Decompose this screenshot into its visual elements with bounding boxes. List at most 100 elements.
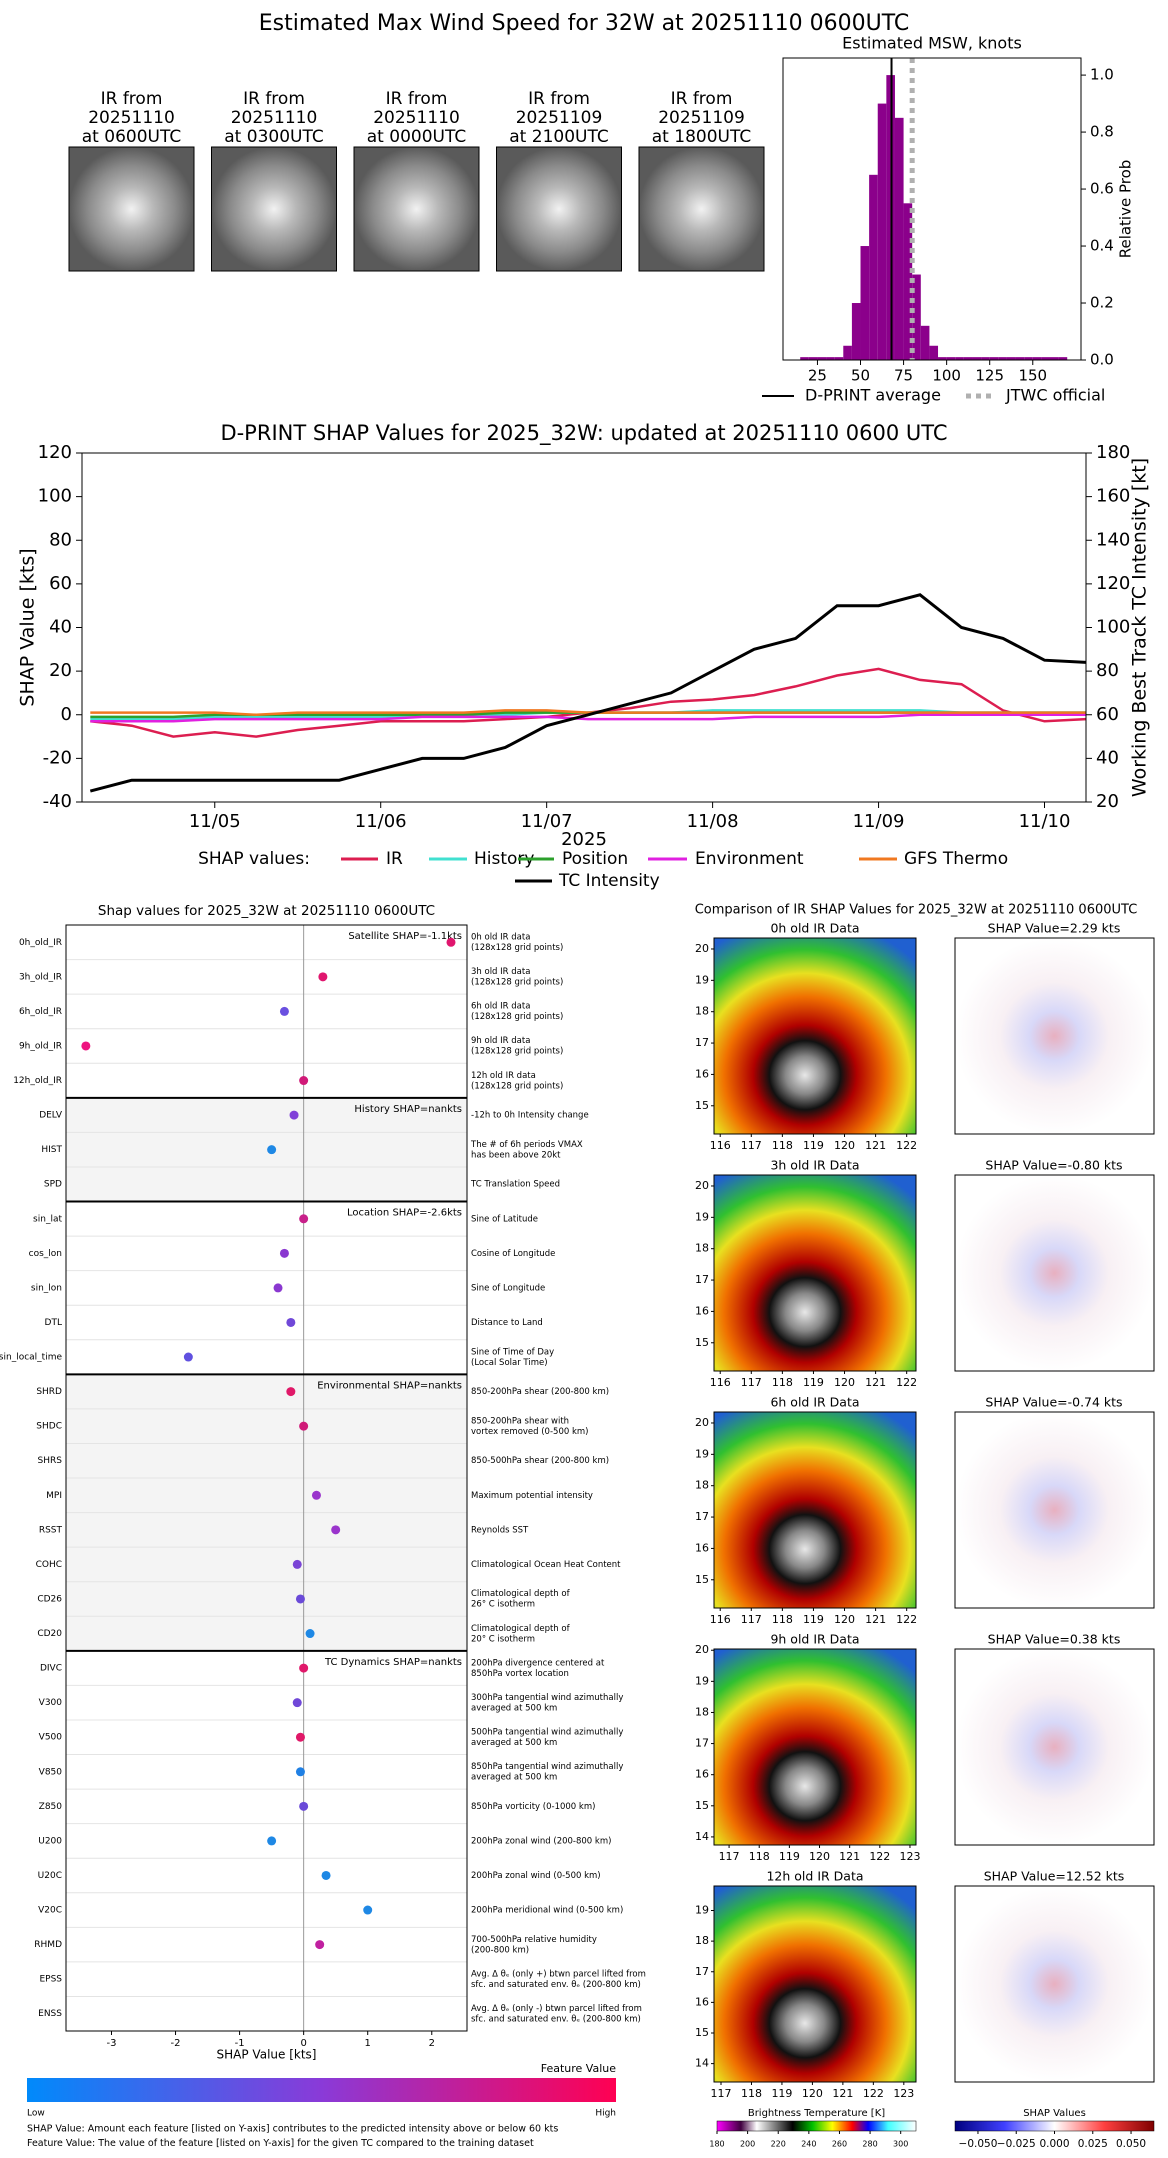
bar bbox=[946, 357, 956, 360]
group-band bbox=[66, 925, 467, 1098]
feature-description: 850hPa tangential wind azimuthally bbox=[471, 1762, 623, 1772]
shap-dot bbox=[81, 1041, 91, 1051]
bar bbox=[877, 103, 887, 361]
shap-dot bbox=[446, 937, 456, 947]
bar bbox=[998, 357, 1007, 360]
feature-label: SHDC bbox=[36, 1422, 62, 1432]
feature-label: 9h_old_IR bbox=[19, 1041, 62, 1051]
x-tick-label: 122 bbox=[869, 1850, 890, 1863]
colorbar bbox=[716, 2120, 917, 2132]
feature-label: SPD bbox=[44, 1180, 62, 1190]
x-tick-label: 119 bbox=[779, 1850, 800, 1863]
colorbar bbox=[27, 2078, 616, 2102]
colorbar-tick-label: −0.025 bbox=[997, 2138, 1036, 2150]
x-tick-label: 119 bbox=[771, 2087, 792, 2100]
y-tick-label: 60 bbox=[49, 573, 72, 594]
x-tick-label: 122 bbox=[896, 1613, 917, 1626]
ir-image bbox=[713, 1411, 917, 1609]
y-tick-label: 17 bbox=[695, 1510, 709, 1523]
bar bbox=[1049, 357, 1059, 360]
feature-description: 850hPa vorticity (0-1000 km) bbox=[471, 1802, 595, 1812]
group-band bbox=[66, 1201, 467, 1375]
shap-image bbox=[954, 1885, 1155, 2083]
footnote: Feature Value: The value of the feature … bbox=[27, 2138, 534, 2149]
shap-dot bbox=[289, 1110, 299, 1120]
x-tick-label: 118 bbox=[772, 1139, 793, 1152]
feature-description: sfc. and saturated env. θₑ (200-800 km) bbox=[471, 1980, 641, 1990]
y-tick-label: 17 bbox=[695, 1737, 709, 1750]
colorbar-title: Feature Value bbox=[541, 2062, 617, 2075]
feature-label: Z850 bbox=[39, 1802, 63, 1812]
thumbnail-caption: 20251109 bbox=[658, 108, 745, 128]
feature-label: sin_local_time bbox=[0, 1353, 62, 1363]
x-tick-label: 75 bbox=[894, 367, 913, 385]
group-label: History SHAP=nankts bbox=[354, 1104, 462, 1115]
colorbar-label: SHAP Values bbox=[1023, 2108, 1086, 2119]
shap-panel-title: SHAP Value=12.52 kts bbox=[984, 1869, 1125, 1884]
x-tick-label: 119 bbox=[803, 1613, 824, 1626]
feature-label: DTL bbox=[45, 1318, 62, 1328]
shap-dot bbox=[267, 1836, 277, 1846]
bar bbox=[929, 345, 939, 360]
y-tick-label: 15 bbox=[695, 2026, 709, 2039]
ir-image bbox=[713, 937, 917, 1135]
bar bbox=[843, 345, 852, 360]
x-tick-label: 100 bbox=[932, 367, 961, 385]
y-tick-label: 19 bbox=[695, 1210, 709, 1223]
feature-description: vortex removed (0-500 km) bbox=[471, 1427, 588, 1437]
x-tick-label: 121 bbox=[865, 1613, 886, 1626]
x-tick-label: 11/09 bbox=[853, 811, 905, 832]
chart-title: D-PRINT SHAP Values for 2025_32W: update… bbox=[220, 421, 947, 446]
y-tick-label: 15 bbox=[695, 1799, 709, 1812]
feature-label: U200 bbox=[38, 1836, 62, 1846]
shap-dot bbox=[299, 1801, 309, 1811]
feature-description: -12h to 0h Intensity change bbox=[471, 1111, 589, 1121]
x-tick-label: 119 bbox=[803, 1139, 824, 1152]
feature-label: 12h_old_IR bbox=[13, 1076, 62, 1086]
x-tick-label: 120 bbox=[834, 1613, 855, 1626]
legend-label: GFS Thermo bbox=[904, 849, 1008, 869]
shap-image bbox=[954, 1648, 1155, 1846]
feature-description: 12h old IR data bbox=[471, 1071, 536, 1081]
feature-label: MPI bbox=[46, 1491, 62, 1501]
feature-description: Reynolds SST bbox=[471, 1525, 529, 1535]
shap-dot bbox=[305, 1629, 315, 1639]
y-tick-label: 20 bbox=[695, 1643, 709, 1656]
ir-thumbnail bbox=[496, 146, 622, 272]
plot-frame bbox=[81, 452, 1087, 803]
thumbnail-caption: at 0600UTC bbox=[82, 127, 181, 147]
x-tick-label: 25 bbox=[808, 367, 827, 385]
feature-label: V300 bbox=[39, 1698, 63, 1708]
y2-tick-label: 180 bbox=[1096, 442, 1130, 463]
shap-dot bbox=[299, 1663, 309, 1673]
feature-label: V20C bbox=[38, 1906, 62, 1916]
x-tick-label: 118 bbox=[741, 2087, 762, 2100]
y-tick-label: 0.8 bbox=[1090, 123, 1114, 141]
shap-panel-title: SHAP Value=2.29 kts bbox=[988, 921, 1121, 936]
feature-label: 6h_old_IR bbox=[19, 1007, 62, 1017]
shap-dot bbox=[279, 1248, 289, 1258]
shap-dot bbox=[286, 1317, 296, 1327]
feature-label: SHRS bbox=[38, 1456, 63, 1466]
bar bbox=[920, 325, 930, 360]
colorbar-low: Low bbox=[27, 2109, 45, 2119]
thumbnail-caption: IR from bbox=[386, 89, 448, 109]
y-tick-label: 0.6 bbox=[1090, 180, 1114, 198]
shap-panel-title: SHAP Value=-0.74 kts bbox=[985, 1395, 1122, 1410]
y-tick-label: 19 bbox=[695, 973, 709, 986]
y-tick-label: 1.0 bbox=[1090, 66, 1114, 84]
bar bbox=[1032, 357, 1042, 360]
x-tick-label: 11/05 bbox=[189, 811, 241, 832]
y-axis-label: Relative Prob bbox=[1117, 160, 1135, 259]
feature-description: (128x128 grid points) bbox=[471, 1012, 563, 1022]
feature-label: U20C bbox=[38, 1871, 62, 1881]
x-tick-label: 120 bbox=[834, 1376, 855, 1389]
x-tick-label: 117 bbox=[741, 1376, 762, 1389]
x-tick-label: 11/07 bbox=[521, 811, 573, 832]
plot-frame bbox=[782, 57, 1082, 361]
feature-description: 700-500hPa relative humidity bbox=[471, 1935, 597, 1945]
x-tick-label: -1 bbox=[235, 2038, 245, 2049]
x-tick-label: 116 bbox=[710, 1376, 731, 1389]
bar bbox=[981, 357, 990, 360]
bar bbox=[938, 357, 947, 360]
